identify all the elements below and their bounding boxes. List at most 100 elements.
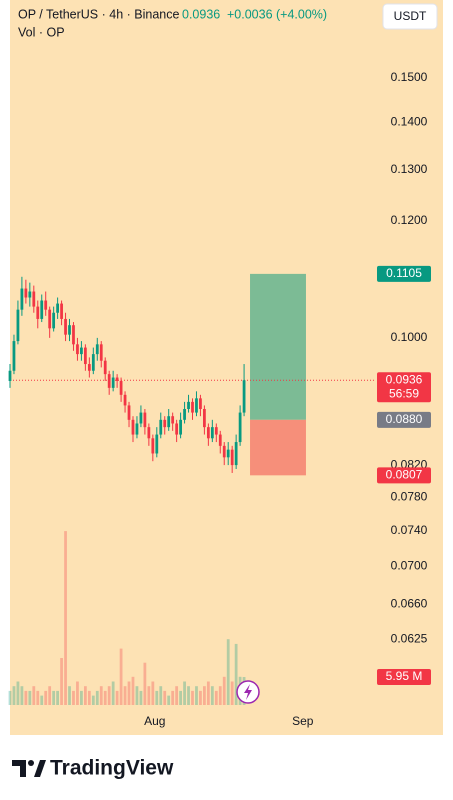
candle-body <box>12 341 16 371</box>
volume-bar <box>12 686 16 705</box>
volume-bar <box>226 639 230 705</box>
candle-body <box>179 419 182 435</box>
candle-body <box>64 318 67 335</box>
volume-bar <box>80 690 83 705</box>
volume-bar <box>111 681 115 705</box>
volume-bar <box>218 686 222 705</box>
target-label: 0.1105 <box>386 266 422 280</box>
volume-bar <box>127 681 131 705</box>
entry-badge <box>377 411 431 428</box>
candle-body <box>163 419 167 428</box>
candle-body <box>103 360 107 375</box>
volume-bar <box>64 531 67 705</box>
header-price: 0.0936 <box>182 7 220 21</box>
chart-background <box>10 0 443 735</box>
volume-bar <box>72 690 75 705</box>
volume-bar <box>123 686 127 705</box>
volume-bar <box>40 695 44 705</box>
candle-body <box>155 434 159 454</box>
candle-body <box>119 380 123 395</box>
y-tick-label: 0.1400 <box>391 114 428 128</box>
candle-body <box>159 419 163 435</box>
candle-body <box>72 325 75 345</box>
volume-bar <box>199 690 202 705</box>
candle-body <box>195 398 198 413</box>
volume-bar <box>230 681 234 705</box>
y-tick-label: 0.0625 <box>391 631 428 645</box>
candle-body <box>60 303 63 319</box>
last-price-badge <box>377 372 431 403</box>
currency-label[interactable]: USDT <box>394 9 427 23</box>
stop-badge <box>377 467 431 484</box>
volume-bar <box>214 690 218 705</box>
volume-bar <box>163 690 167 705</box>
last-price-countdown: 56:59 <box>389 386 419 400</box>
candle-body <box>234 442 238 466</box>
candle-body <box>56 303 59 313</box>
volume-bar <box>175 686 179 705</box>
volume-bar <box>32 686 36 705</box>
candle-body <box>36 306 40 319</box>
volume-bar <box>52 690 56 705</box>
candle-body <box>115 377 119 381</box>
alert-icon[interactable] <box>236 680 260 704</box>
volume-bar <box>28 690 32 705</box>
volume-bar <box>159 686 163 705</box>
volume-bar <box>99 686 103 705</box>
volume-bar <box>119 648 123 705</box>
x-tick-label: Aug <box>144 714 165 728</box>
candle-body <box>206 427 210 439</box>
volume-bar <box>139 690 143 705</box>
volume-bar <box>76 681 79 705</box>
volume-bar <box>20 686 24 705</box>
x-tick-label: Sep <box>292 714 314 728</box>
volume-bar <box>107 686 111 705</box>
profit-zone <box>250 273 306 420</box>
volume-bar <box>206 681 210 705</box>
stop-label: 0.0807 <box>386 468 423 482</box>
candle-body <box>222 445 226 458</box>
volume-bar <box>103 690 107 705</box>
candle-body <box>40 300 44 319</box>
y-tick-label: 0.1500 <box>391 70 428 84</box>
volume-label: 5.95 M <box>386 669 423 683</box>
volume-bar <box>24 690 28 705</box>
candle-body <box>226 449 230 458</box>
candle-body <box>32 291 36 307</box>
volume-bar <box>179 690 182 705</box>
candle-body <box>151 438 155 454</box>
volume-bar <box>16 681 20 705</box>
entry-label: 0.0880 <box>386 412 423 426</box>
volume-bar <box>155 690 159 705</box>
volume-bar <box>95 690 99 705</box>
last-price-label: 0.0936 <box>386 372 423 386</box>
volume-bar <box>183 681 186 705</box>
volume-bar <box>167 695 171 705</box>
candle-body <box>131 419 135 435</box>
volume-bar <box>135 686 139 705</box>
candle-body <box>127 405 131 420</box>
volume-bar <box>44 690 48 705</box>
candle-body <box>139 412 143 424</box>
candle-body <box>44 300 48 310</box>
volume-bar <box>8 690 12 705</box>
candle-body <box>123 394 127 406</box>
candle-body <box>91 354 95 371</box>
candle-body <box>175 423 179 435</box>
y-tick-label: 0.0660 <box>391 596 428 610</box>
volume-bar <box>87 690 91 705</box>
brand-name: TradingView <box>50 757 174 780</box>
volume-bar <box>56 690 59 705</box>
y-tick-label: 0.0780 <box>391 489 428 503</box>
y-tick-label: 0.1200 <box>391 213 428 227</box>
y-tick-label: 0.1000 <box>391 330 428 344</box>
candle-body <box>187 401 190 409</box>
candle-body <box>242 380 246 413</box>
volume-bar <box>36 690 40 705</box>
loss-zone <box>250 419 306 476</box>
volume-bar <box>143 662 147 705</box>
candle-body <box>107 374 111 388</box>
currency-button[interactable] <box>382 3 438 30</box>
candle-body <box>83 347 87 365</box>
candle-body <box>52 312 56 329</box>
